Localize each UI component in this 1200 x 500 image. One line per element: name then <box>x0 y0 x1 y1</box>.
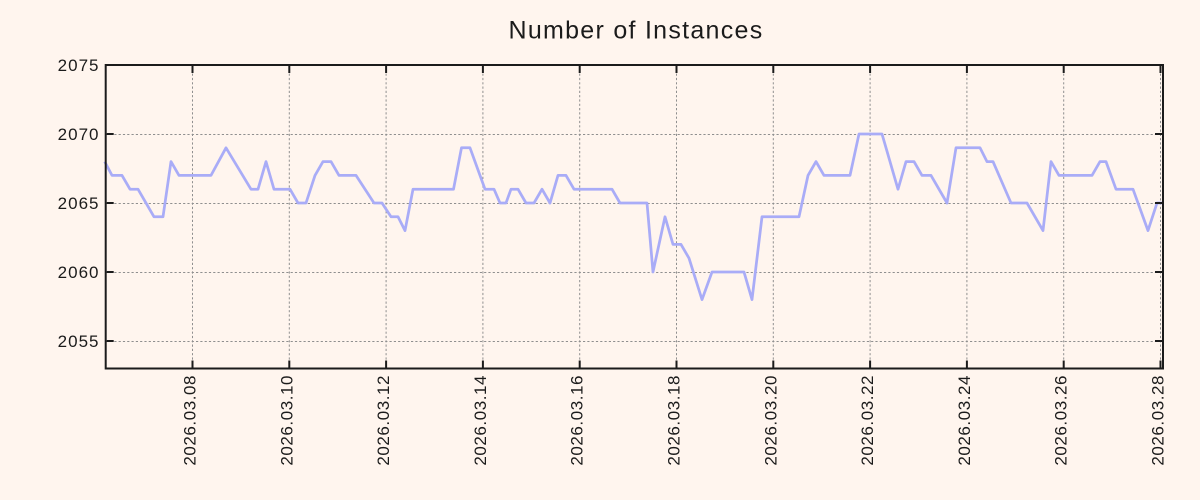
svg-text:2026.03.22: 2026.03.22 <box>858 375 877 466</box>
svg-text:2026.03.12: 2026.03.12 <box>374 375 393 466</box>
svg-text:2026.03.26: 2026.03.26 <box>1052 375 1071 466</box>
svg-text:2060: 2060 <box>58 263 100 282</box>
svg-text:Number of Instances: Number of Instances <box>509 17 764 45</box>
svg-text:2026.03.20: 2026.03.20 <box>761 375 780 466</box>
svg-text:2026.03.28: 2026.03.28 <box>1149 375 1168 466</box>
svg-text:2026.03.18: 2026.03.18 <box>665 375 684 466</box>
svg-text:2026.03.24: 2026.03.24 <box>955 375 974 466</box>
svg-text:2055: 2055 <box>58 332 100 351</box>
svg-text:2026.03.16: 2026.03.16 <box>568 375 587 466</box>
svg-text:2026.03.10: 2026.03.10 <box>277 375 296 466</box>
svg-text:2070: 2070 <box>58 125 100 144</box>
svg-text:2026.03.14: 2026.03.14 <box>471 375 490 466</box>
svg-text:2075: 2075 <box>58 56 100 75</box>
svg-text:2065: 2065 <box>58 194 100 213</box>
svg-text:2026.03.08: 2026.03.08 <box>181 375 200 466</box>
